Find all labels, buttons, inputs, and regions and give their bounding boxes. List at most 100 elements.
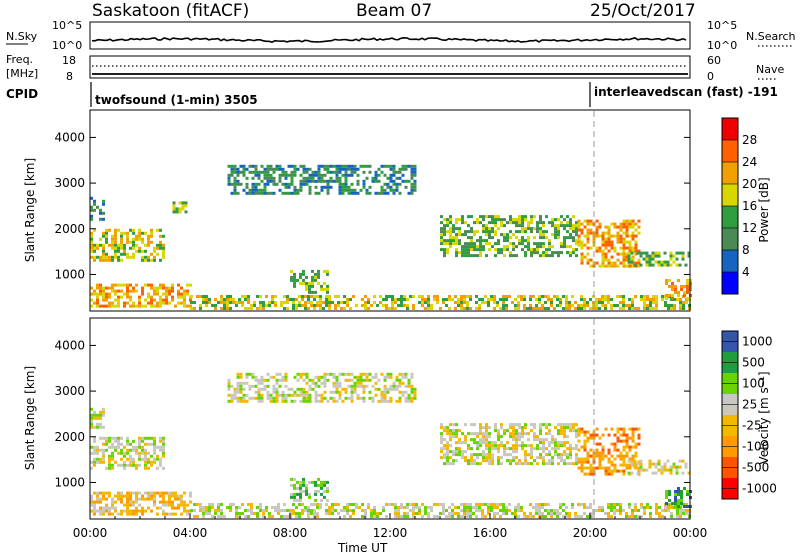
- data-cell: [500, 233, 503, 237]
- data-cell: [503, 233, 506, 237]
- data-cell: [350, 167, 354, 171]
- data-cell: [681, 257, 685, 261]
- data-cell: [503, 248, 506, 252]
- data-cell: [631, 222, 635, 226]
- data-cell: [592, 307, 595, 310]
- data-cell: [389, 164, 393, 168]
- data-cell: [153, 289, 156, 293]
- data-cell: [217, 503, 220, 506]
- data-cell: [607, 225, 611, 229]
- data-cell: [679, 515, 682, 518]
- data-cell: [575, 456, 578, 460]
- data-cell: [595, 225, 599, 229]
- data-cell: [572, 251, 575, 255]
- data-cell: [667, 506, 670, 509]
- data-cell: [598, 298, 601, 301]
- data-cell: [302, 278, 305, 282]
- data-cell: [281, 375, 285, 379]
- data-cell: [586, 454, 590, 458]
- data-cell: [102, 425, 105, 429]
- data-cell: [334, 295, 337, 298]
- data-cell: [165, 298, 168, 302]
- data-cell: [126, 301, 129, 305]
- data-cell: [335, 384, 339, 388]
- data-cell: [631, 439, 635, 443]
- data-cell: [153, 451, 156, 455]
- data-cell: [99, 506, 102, 510]
- data-cell: [305, 287, 308, 291]
- colorbar-tick-label: 4: [742, 265, 750, 279]
- data-cell: [236, 191, 240, 195]
- data-cell: [686, 493, 689, 496]
- data-cell: [307, 515, 310, 518]
- data-cell: [569, 245, 572, 249]
- data-cell: [538, 307, 541, 310]
- data-cell: [616, 252, 620, 256]
- data-cell: [613, 222, 617, 226]
- data-cell: [156, 286, 159, 290]
- data-cell: [475, 515, 478, 518]
- data-cell: [168, 289, 171, 293]
- data-cell: [530, 218, 533, 222]
- data-cell: [153, 497, 156, 501]
- data-cell: [403, 506, 406, 509]
- data-cell: [326, 284, 329, 288]
- data-cell: [323, 480, 326, 484]
- data-cell: [563, 239, 566, 243]
- data-cell: [521, 426, 524, 430]
- data-cell: [99, 243, 102, 247]
- data-cell: [566, 230, 569, 234]
- data-cell: [488, 432, 491, 436]
- data-cell: [96, 283, 99, 287]
- data-cell: [93, 292, 96, 296]
- data-cell: [499, 515, 502, 518]
- data-cell: [239, 387, 243, 391]
- data-cell: [559, 304, 562, 307]
- data-cell: [482, 230, 485, 234]
- data-cell: [290, 164, 294, 168]
- data-cell: [470, 456, 473, 460]
- data-cell: [229, 503, 232, 506]
- data-cell: [371, 375, 375, 379]
- data-cell: [386, 191, 390, 195]
- colorbar-tick-label: 24: [742, 155, 757, 169]
- data-cell: [577, 219, 581, 223]
- data-cell: [320, 483, 323, 487]
- data-cell: [496, 503, 499, 506]
- data-cell: [341, 167, 345, 171]
- data-cell: [539, 426, 542, 430]
- data-cell: [308, 492, 311, 496]
- date-title: 25/Oct/2017: [590, 1, 696, 21]
- data-cell: [180, 500, 183, 504]
- data-cell: [536, 227, 539, 231]
- data-cell: [308, 378, 312, 382]
- data-cell: [147, 466, 150, 470]
- data-cell: [135, 494, 138, 498]
- data-cell: [229, 298, 232, 301]
- data-cell: [233, 396, 237, 400]
- data-cell: [541, 503, 544, 506]
- data-cell: [332, 384, 336, 388]
- data-cell: [622, 225, 626, 229]
- data-cell: [601, 240, 605, 244]
- data-cell: [364, 301, 367, 304]
- data-cell: [613, 246, 617, 250]
- data-cell: [625, 442, 629, 446]
- data-cell: [156, 457, 159, 461]
- data-cell: [341, 185, 345, 189]
- data-cell: [454, 295, 457, 298]
- data-cell: [105, 506, 108, 510]
- data-cell: [616, 304, 619, 307]
- data-cell: [619, 228, 623, 232]
- data-cell: [542, 423, 545, 427]
- data-cell: [524, 215, 527, 219]
- data-cell: [262, 301, 265, 304]
- data-cell: [398, 384, 402, 388]
- data-cell: [493, 301, 496, 304]
- data-cell: [272, 396, 276, 400]
- data-cell: [299, 275, 302, 279]
- data-cell: [521, 435, 524, 439]
- data-cell: [305, 375, 309, 379]
- data-cell: [332, 372, 336, 376]
- data-cell: [515, 230, 518, 234]
